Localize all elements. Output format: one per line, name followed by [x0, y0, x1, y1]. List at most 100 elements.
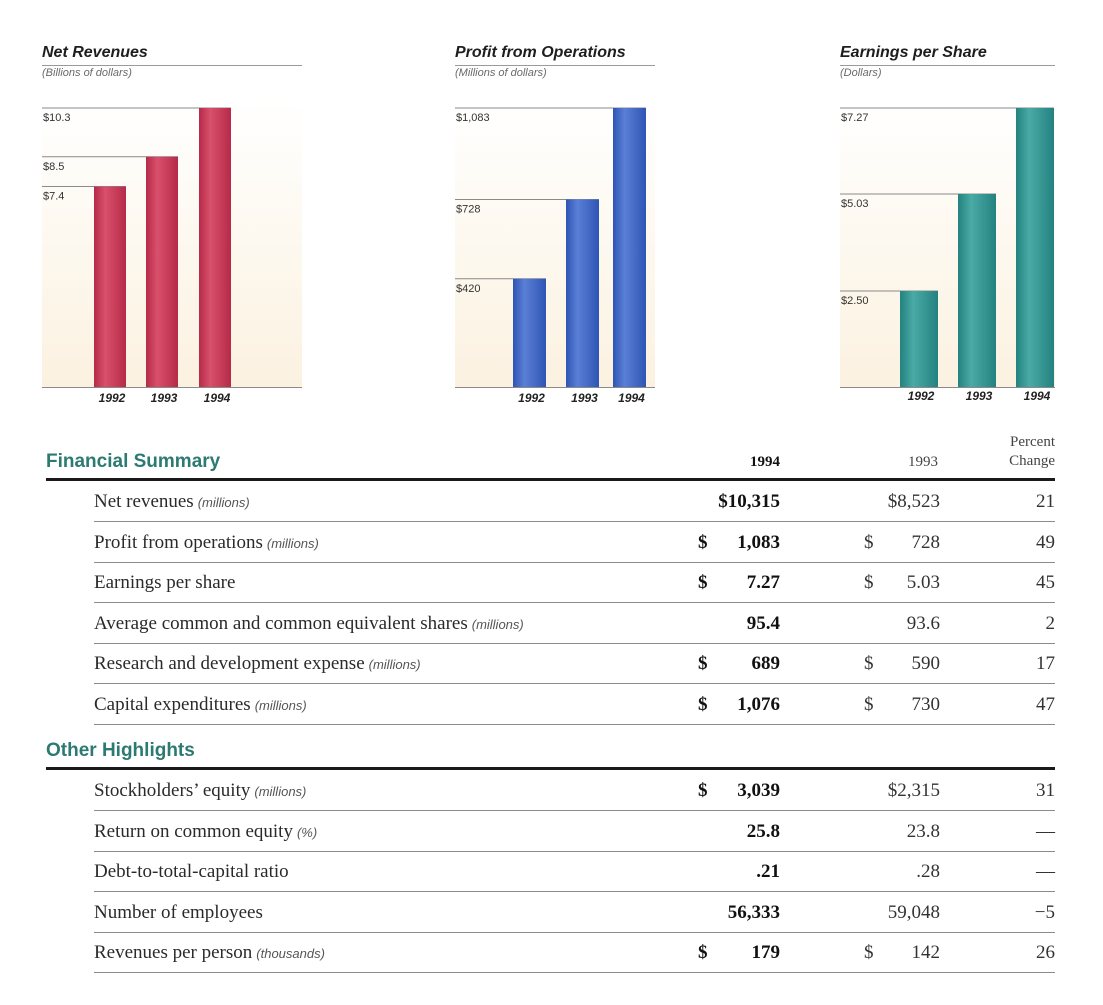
row-label: Capital expenditures (millions) [94, 694, 307, 716]
chart-title: Earnings per Share [840, 44, 987, 61]
chart-title: Profit from Operations [455, 44, 626, 61]
row-label-text: Profit from operations [94, 531, 263, 553]
value-1993-dollar-sign: $ [864, 572, 874, 593]
percent-change: 26 [1036, 942, 1055, 963]
data-label: $420 [456, 283, 480, 295]
value-1993: 93.6 [906, 612, 940, 634]
category-label: 1993 [571, 391, 598, 405]
category-label: 1993 [966, 389, 993, 403]
percent-change: 31 [1036, 780, 1055, 801]
table-row: Revenues per person (thousands) $179 $142 26 [94, 932, 1055, 973]
data-label: $7.27 [841, 112, 869, 124]
value-1993: 5.03 [906, 572, 940, 593]
data-label: $5.03 [841, 198, 869, 210]
value-1993: 590 [911, 653, 941, 674]
table-row: Debt-to-total-capital ratio .21 .28 — [94, 851, 1055, 892]
row-label: Debt-to-total-capital ratio [94, 861, 293, 883]
other-highlights-rule [46, 767, 1055, 770]
value-1993-dollar-sign: $ [864, 942, 874, 963]
chart-baseline [42, 387, 302, 388]
chart-baseline [455, 387, 655, 388]
category-label: 1993 [151, 391, 178, 405]
value-1994: 1,076 [737, 693, 780, 715]
percent-change: −5 [1034, 901, 1055, 923]
value-1993: 142 [911, 942, 941, 963]
value-1994: 56,333 [727, 901, 780, 923]
bar-1992 [94, 186, 126, 387]
chart-subtitle: (Dollars) [840, 67, 882, 79]
value-1993-dollar-sign: $ [864, 693, 874, 715]
row-unit: (millions) [254, 784, 307, 799]
net-revenues-chart: Net Revenues (Billions of dollars) $7.4 1… [42, 0, 302, 410]
chart-title: Net Revenues [42, 44, 148, 61]
data-label: $2.50 [841, 295, 869, 307]
row-unit: (millions) [197, 495, 250, 510]
column-header-1993: 1993 [908, 454, 938, 470]
row-label-text: Research and development expense [94, 653, 365, 674]
data-label: $8.5 [43, 161, 64, 173]
chart-subtitle: (Billions of dollars) [42, 67, 132, 79]
bar-1993 [958, 193, 996, 387]
bar-1992 [900, 291, 938, 387]
data-label: $728 [456, 203, 480, 215]
value-1994: 179 [751, 942, 781, 963]
table-row: Stockholders’ equity (millions) $3,039 $2,3… [94, 770, 1055, 811]
table-row: Research and development expense (million… [94, 643, 1055, 684]
table-row: Return on common equity (%) 25.8 23.8 — [94, 811, 1055, 852]
value-1993: 23.8 [906, 820, 940, 842]
row-label-text: Number of employees [94, 901, 263, 923]
row-label: Revenues per person (thousands) [94, 942, 325, 964]
earnings-per-share-chart: Earnings per Share (Dollars) $2.50 1992 $5… [840, 0, 1055, 410]
value-1993-dollar-sign: $ [864, 531, 874, 553]
value-1993: $2,315 [887, 780, 940, 801]
chart-plot: $7.4 1992 $8.5 1993 $10.3 1994 [42, 107, 231, 405]
chart-subtitle: (Millions of dollars) [455, 67, 547, 79]
category-label: 1994 [618, 391, 645, 405]
value-1994: 689 [751, 653, 781, 674]
chart-plot: $2.50 1992 $5.03 1993 $7.27 1994 [840, 107, 1054, 403]
chart-divider [840, 65, 1055, 66]
value-1994: .21 [756, 861, 780, 882]
percent-change: 47 [1036, 693, 1055, 715]
row-label: Net revenues (millions) [94, 491, 250, 513]
value-1994: 7.27 [746, 572, 780, 593]
bar-1993 [566, 199, 599, 387]
table-row: Profit from operations (millions) $1,083 $7… [94, 522, 1055, 563]
row-label-text: Revenues per person [94, 942, 253, 963]
data-label: $1,083 [456, 112, 490, 124]
profit-from-operations-chart: Profit from Operations (Millions of doll… [455, 0, 655, 410]
data-label: $7.4 [43, 191, 64, 203]
value-1994-dollar-sign: $ [698, 653, 708, 674]
row-label: Number of employees [94, 902, 267, 924]
row-label-text: Average common and common equivalent sha… [94, 612, 468, 634]
chart-baseline [840, 387, 1055, 388]
table-row: Earnings per share $7.27 $5.03 45 [94, 562, 1055, 603]
other-highlights-title: Other Highlights [46, 740, 195, 761]
percent-change: 45 [1036, 572, 1055, 593]
bar-1993 [146, 156, 178, 387]
row-unit: (millions) [471, 616, 524, 632]
bar-1992 [513, 278, 546, 387]
table-row: Net revenues (millions) $10,315 $8,523 21 [94, 481, 1055, 522]
value-1993: 730 [911, 693, 941, 715]
column-header-percent-line2: Change [1009, 453, 1055, 469]
category-label: 1992 [99, 391, 126, 405]
value-1994-dollar-sign: $ [698, 531, 708, 553]
row-label-text: Capital expenditures [94, 693, 251, 715]
table-row: Capital expenditures (millions) $1,076 $730… [94, 684, 1055, 725]
percent-change: — [1036, 820, 1055, 842]
row-unit: (thousands) [256, 946, 325, 961]
table-row: Number of employees 56,333 59,048 −5 [94, 892, 1055, 933]
chart-plot: $420 1992 $728 1993 $1,083 1994 [455, 107, 646, 405]
percent-change: 17 [1036, 653, 1055, 674]
percent-change: 21 [1036, 491, 1055, 512]
value-1994-dollar-sign: $ [698, 780, 708, 801]
column-header-percent: Percent Change [975, 433, 1055, 471]
row-unit: (%) [296, 824, 318, 840]
row-label-text: Net revenues [94, 491, 194, 512]
row-unit: (millions) [266, 535, 319, 551]
row-label: Research and development expense (million… [94, 653, 421, 675]
column-header-1994: 1994 [750, 454, 780, 470]
value-1994-dollar-sign: $ [698, 693, 708, 715]
percent-change: 49 [1036, 531, 1055, 553]
